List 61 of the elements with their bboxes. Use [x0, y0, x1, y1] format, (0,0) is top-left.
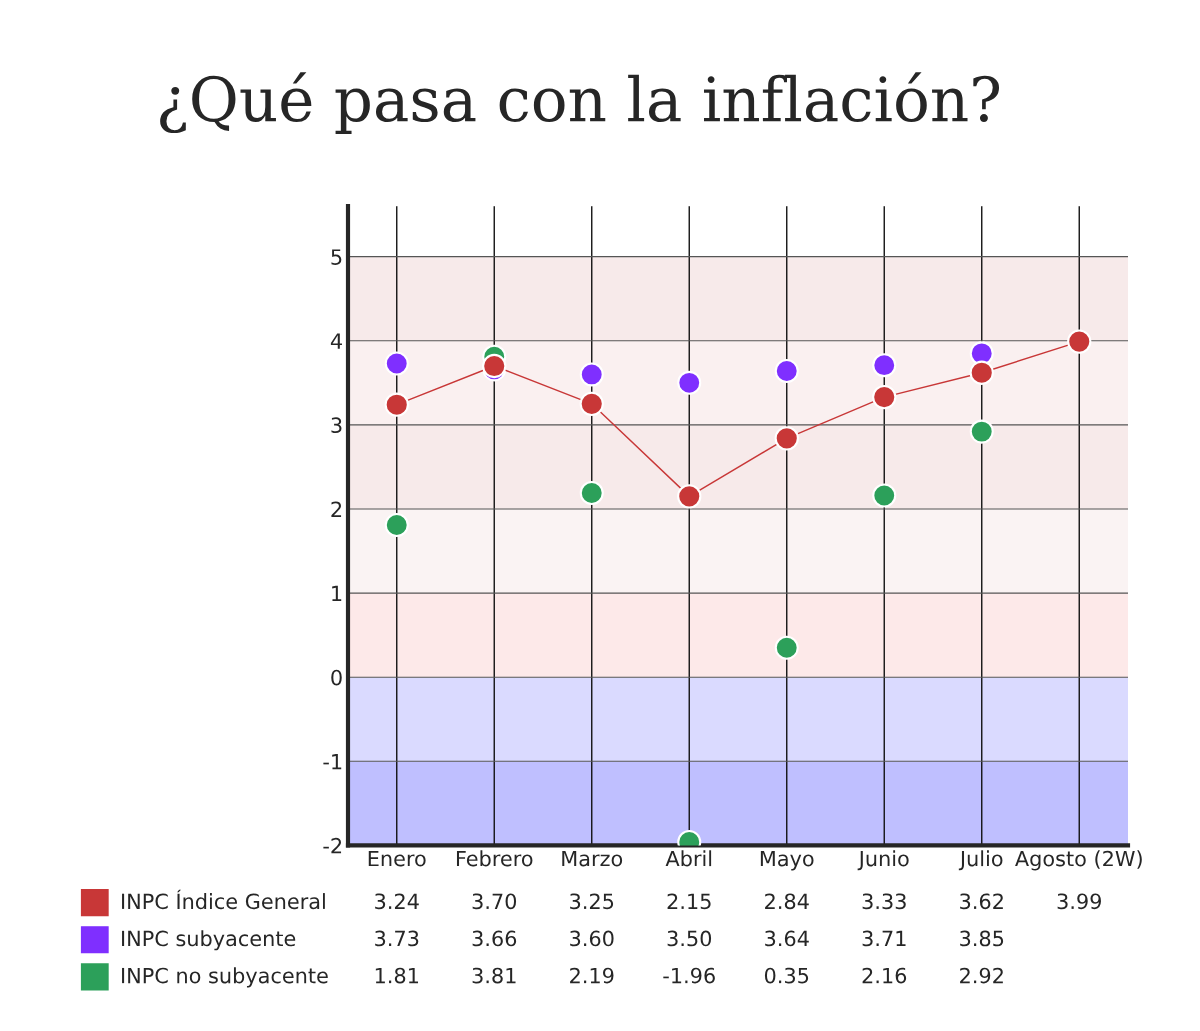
y-tick-label: 2: [331, 501, 342, 517]
x-tick-label: Febrero: [456, 850, 533, 867]
y-tick-label: 1: [332, 585, 342, 602]
y-tick-label: -1: [323, 754, 342, 770]
data-label: 3.71: [862, 930, 906, 947]
point: [774, 635, 799, 660]
point: [774, 359, 799, 384]
point: [384, 512, 409, 537]
x-tick-label: Agosto (2W): [1015, 850, 1142, 871]
point: [579, 391, 604, 417]
data-label: 2.19: [570, 967, 614, 984]
y-tick-label: -2: [323, 837, 342, 854]
point: [677, 484, 702, 509]
data-label: 3.62: [960, 893, 1003, 910]
chart-title: ¿Qué pasa con la inflación?: [160, 72, 1000, 134]
data-label: 3.60: [570, 930, 614, 947]
point: [774, 426, 799, 451]
point: [969, 341, 994, 366]
point: [579, 480, 604, 506]
data-label: 3.81: [472, 967, 516, 984]
x-tick-label: Marzo: [562, 850, 623, 867]
point: [872, 384, 897, 410]
x-tick-label: Junio: [857, 850, 909, 871]
data-label: 2.16: [862, 967, 907, 984]
point: [872, 353, 897, 378]
data-label: 3.33: [862, 893, 906, 910]
point: [384, 351, 409, 376]
point: [482, 353, 507, 379]
data-label: 3.64: [765, 930, 809, 947]
y-tick-label: 3: [331, 417, 342, 434]
point: [384, 392, 409, 417]
x-tick-label: Abril: [665, 850, 712, 867]
data-label: -1.96: [663, 967, 715, 984]
data-label: 2.15: [667, 893, 711, 910]
legend-label: INPC Índice General: [122, 889, 325, 910]
legend-label: INPC subyacente: [122, 930, 296, 951]
data-label: 3.50: [667, 930, 712, 947]
data-label: 3.73: [375, 930, 419, 947]
point: [677, 370, 702, 395]
y-tick-label: 4: [330, 333, 342, 349]
data-label: 3.85: [960, 930, 1004, 947]
point: [969, 360, 994, 385]
data-label: 0.35: [764, 967, 809, 984]
y-tick-label: 5: [331, 249, 342, 265]
data-label: 2.84: [765, 893, 809, 910]
point: [1067, 329, 1092, 354]
x-tick-label: Julio: [958, 850, 1003, 871]
point: [872, 483, 897, 508]
x-tick-label: Mayo: [760, 850, 814, 871]
point: [579, 362, 604, 387]
data-label: 1.81: [375, 967, 419, 984]
y-tick-label: 0: [331, 669, 342, 686]
data-label: 2.92: [960, 967, 1003, 984]
data-label: 3.24: [375, 893, 419, 910]
data-label: 3.25: [570, 893, 614, 910]
point: [969, 419, 994, 444]
legend-label: INPC no subyacente: [122, 967, 328, 988]
data-label: 3.70: [472, 893, 517, 910]
data-label: 3.66: [472, 930, 517, 947]
x-tick-label: Enero: [368, 850, 426, 867]
data-label: 3.99: [1057, 893, 1101, 910]
